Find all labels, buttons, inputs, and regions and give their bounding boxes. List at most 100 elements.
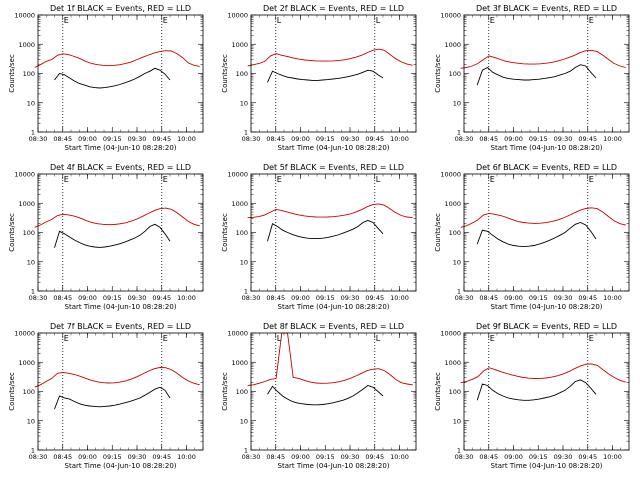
x-tick-label: 09:45 [578, 294, 597, 302]
x-tick-label: 08:30 [455, 294, 474, 302]
x-tick-label: 09:00 [504, 294, 523, 302]
y-tick-label: 100 [23, 70, 35, 78]
y-tick-label: 10 [240, 99, 248, 107]
y-tick-label: 10 [240, 258, 248, 266]
x-tick-label: 09:15 [316, 453, 335, 461]
chart-panel-5: Det 5f BLACK = Events, RED = LLD 1 10 100 10… [221, 163, 417, 311]
x-tick-label: 09:45 [365, 294, 384, 302]
x-axis-label: Start Time (04-Jun-10 08:28:20) [278, 462, 390, 470]
x-tick-label: 08:45 [53, 294, 72, 302]
x-tick-label: 08:45 [479, 135, 498, 143]
x-tick-label: 10:00 [390, 135, 409, 143]
x-tick-label: 09:15 [103, 294, 122, 302]
x-tick-label: 09:45 [578, 135, 597, 143]
marker-label: L [277, 334, 282, 343]
events-series-line [54, 386, 171, 410]
y-tick-label: 100 [449, 229, 461, 237]
y-tick-label: 1 [457, 447, 461, 455]
lld-series-line [34, 207, 200, 228]
y-axis-label: Counts/sec [8, 372, 16, 411]
y-tick-label: 10 [27, 99, 35, 107]
x-tick-label: 09:30 [128, 294, 147, 302]
plot-frame [250, 14, 417, 133]
y-tick-label: 1000 [444, 41, 461, 49]
y-tick-label: 10 [240, 417, 248, 425]
x-axis-label: Start Time (04-Jun-10 08:28:20) [491, 462, 603, 470]
marker-label: E [64, 16, 69, 25]
x-tick-label: 09:30 [341, 453, 360, 461]
y-tick-label: 1000 [231, 359, 248, 367]
marker-label: E [589, 175, 594, 184]
x-tick-label: 08:45 [53, 135, 72, 143]
y-tick-label: 1000 [231, 200, 248, 208]
events-series-line [267, 384, 384, 406]
x-tick-label: 09:15 [529, 294, 548, 302]
lld-series-line [460, 363, 626, 384]
marker-label: E [64, 334, 69, 343]
x-axis-label: Start Time (04-Jun-10 08:28:20) [278, 144, 390, 152]
y-tick-label: 10000 [440, 171, 461, 179]
x-tick-label: 08:45 [479, 294, 498, 302]
y-tick-label: 1 [31, 288, 35, 296]
x-tick-label: 09:15 [103, 135, 122, 143]
events-series-line [267, 219, 384, 242]
x-tick-label: 09:45 [365, 135, 384, 143]
x-tick-label: 09:00 [504, 135, 523, 143]
chart-panel-1: Det 1f BLACK = Events, RED = LLD 1 10 100 10… [8, 4, 204, 152]
x-tick-label: 09:45 [152, 135, 171, 143]
x-tick-label: 08:30 [242, 294, 261, 302]
lld-series-line [247, 332, 413, 386]
chart-panel-4: Det 4f BLACK = Events, RED = LLD 1 10 100 10… [8, 163, 204, 311]
x-tick-label: 08:30 [29, 135, 48, 143]
y-tick-label: 1000 [18, 200, 35, 208]
x-tick-label: 08:45 [266, 294, 285, 302]
y-axis-label: Counts/sec [221, 213, 229, 252]
lld-series-line [34, 367, 200, 388]
y-axis-label: Counts/sec [8, 54, 16, 93]
y-tick-label: 1 [31, 447, 35, 455]
chart-panel-2: Det 2f BLACK = Events, RED = LLD 1 10 100 10… [221, 4, 417, 152]
x-tick-label: 08:30 [455, 453, 474, 461]
chart-title: Det 3f BLACK = Events, RED = LLD [476, 4, 617, 13]
y-tick-label: 100 [236, 388, 248, 396]
x-tick-label: 09:00 [78, 135, 97, 143]
x-tick-label: 08:45 [479, 453, 498, 461]
y-tick-label: 100 [236, 70, 248, 78]
y-tick-label: 1 [457, 129, 461, 137]
y-axis-label: Counts/sec [434, 213, 442, 252]
chart-title: Det 6f BLACK = Events, RED = LLD [476, 163, 617, 172]
events-series-line [267, 69, 384, 83]
y-tick-label: 10 [27, 417, 35, 425]
y-tick-label: 10000 [14, 12, 35, 20]
chart-panel-6: Det 6f BLACK = Events, RED = LLD 1 10 100 10… [434, 163, 630, 311]
y-axis-label: Counts/sec [221, 54, 229, 93]
x-tick-label: 09:15 [316, 294, 335, 302]
y-tick-label: 1000 [444, 200, 461, 208]
x-tick-label: 09:15 [316, 135, 335, 143]
lld-series-line [34, 50, 200, 68]
x-tick-label: 08:30 [29, 294, 48, 302]
x-tick-label: 08:30 [242, 453, 261, 461]
chart-panel-3: Det 3f BLACK = Events, RED = LLD 1 10 100 10… [434, 4, 630, 152]
y-tick-label: 1000 [18, 41, 35, 49]
x-axis-label: Start Time (04-Jun-10 08:28:20) [65, 144, 177, 152]
y-tick-label: 1 [457, 288, 461, 296]
x-tick-label: 09:30 [341, 135, 360, 143]
x-tick-label: 10:00 [177, 453, 196, 461]
chart-title: Det 5f BLACK = Events, RED = LLD [263, 163, 404, 172]
y-tick-label: 100 [449, 70, 461, 78]
plot-frame [37, 173, 204, 292]
y-tick-label: 10000 [14, 171, 35, 179]
events-series-line [476, 222, 597, 248]
marker-label: E [589, 334, 594, 343]
y-tick-label: 10 [453, 99, 461, 107]
y-tick-label: 10000 [227, 12, 248, 20]
marker-label: E [163, 334, 168, 343]
x-tick-label: 09:15 [529, 135, 548, 143]
y-axis-label: Counts/sec [434, 372, 442, 411]
x-tick-label: 09:30 [554, 453, 573, 461]
chart-title: Det 7f BLACK = Events, RED = LLD [50, 322, 191, 331]
plot-frame [463, 14, 630, 133]
chart-title: Det 1f BLACK = Events, RED = LLD [50, 4, 191, 13]
x-axis-label: Start Time (04-Jun-10 08:28:20) [65, 462, 177, 470]
